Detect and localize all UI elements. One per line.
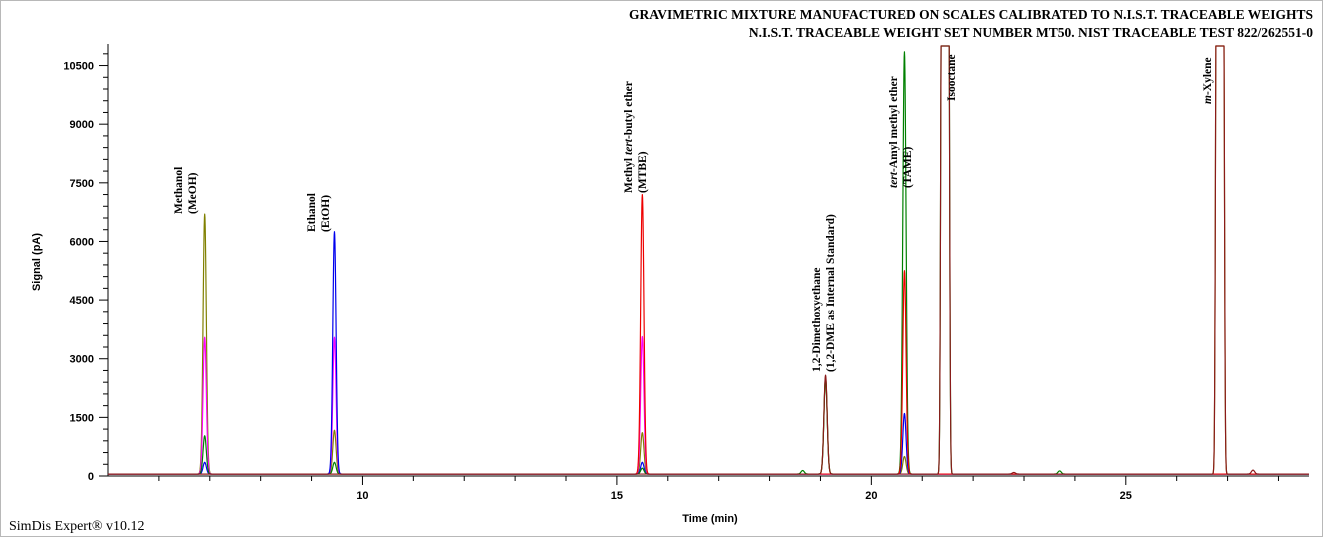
x-tick-label: 25 [1120, 490, 1132, 502]
peak-label-methanol: Methanol (MeOH) [173, 164, 199, 214]
y-tick-label: 10500 [63, 61, 94, 73]
tame-label-line-1: tert-Amyl methyl ether [888, 76, 900, 188]
chart-title: GRAVIMETRIC MIXTURE MANUFACTURED ON SCAL… [629, 7, 1313, 40]
title-line-1: GRAVIMETRIC MIXTURE MANUFACTURED ON SCAL… [629, 7, 1313, 22]
software-version: SimDis Expert® v10.12 [9, 519, 144, 534]
peak-label-ethanol: Ethanol (EtOH) [306, 190, 332, 232]
y-tick-label: 1500 [70, 412, 94, 424]
trace-magenta [107, 335, 1310, 475]
peak-label-dme: 1,2-Dimethoxyethane (1,2-DME as Internal… [811, 214, 837, 372]
mtbe-label-line-1: Methyl tert-butyl ether [623, 81, 635, 193]
y-ticks: 0 1500 3000 4500 6000 7500 9000 10500 [63, 53, 108, 483]
mtbe-label-part-b: tert [623, 138, 635, 155]
x-tick-label: 15 [611, 490, 623, 502]
trace-brown [107, 45, 1310, 475]
mtbe-label-part-c: -butyl ether [623, 81, 635, 139]
tame-label-part-b: -Amyl methyl ether [888, 76, 900, 172]
tame-label-part-a: tert [888, 171, 900, 188]
y-axis-label: Signal (pA) [31, 233, 43, 291]
y-tick-label: 0 [88, 471, 94, 483]
x-ticks: 10 15 20 25 [158, 476, 1279, 502]
mtbe-label-part-a: Methyl [623, 155, 635, 193]
y-tick-label: 7500 [70, 178, 94, 190]
y-tick-label: 4500 [70, 295, 94, 307]
y-tick-label: 9000 [70, 119, 94, 131]
m-xylene-label-part-b: -Xylene [1202, 57, 1214, 95]
axes: 0 1500 3000 4500 6000 7500 9000 10500 10 15 20 25 [63, 44, 1309, 502]
y-tick-label: 3000 [70, 354, 94, 366]
peak-label-mtbe: Methyl tert-butyl ether (MTBE) [623, 79, 649, 193]
peak-label-isooctane: Isooctane [946, 54, 958, 101]
x-tick-label: 20 [865, 490, 877, 502]
trace-green [107, 45, 1310, 475]
trace-blue [107, 231, 1310, 475]
m-xylene-label: m-Xylene [1202, 57, 1214, 104]
title-line-2: N.I.S.T. TRACEABLE WEIGHT SET NUMBER MT5… [749, 25, 1313, 40]
peak-annotations: Methanol (MeOH) Ethanol (EtOH) Methyl te… [173, 54, 1214, 372]
m-xylene-label-part-a: m [1202, 95, 1214, 104]
peak-label-tame: tert-Amyl methyl ether (TAME) [888, 74, 914, 188]
peak-label-m-xylene: m-Xylene [1202, 57, 1214, 104]
trace-olive [107, 45, 1310, 475]
y-tick-label: 6000 [70, 236, 94, 248]
x-tick-label: 10 [356, 490, 368, 502]
trace-red [107, 193, 1310, 475]
x-axis-label: Time (min) [682, 513, 738, 525]
chromatogram-traces [107, 45, 1310, 475]
